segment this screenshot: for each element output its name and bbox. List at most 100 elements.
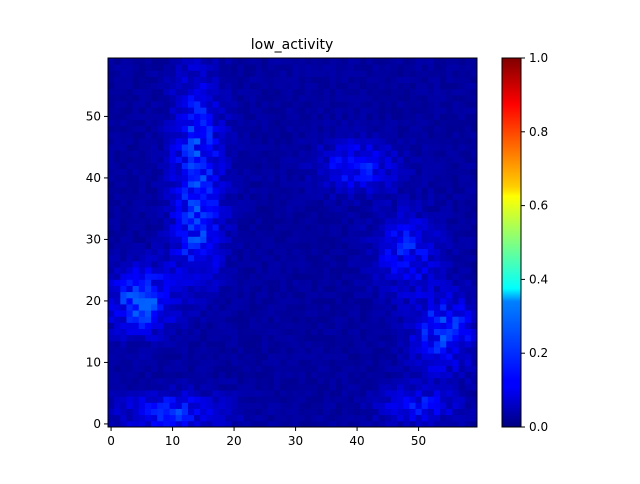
heatmap-cell xyxy=(114,371,121,379)
heatmap-cell xyxy=(427,156,435,163)
colorbar-tick-label: 0.4 xyxy=(529,272,548,286)
heatmap-cell xyxy=(409,316,416,323)
heatmap-cell xyxy=(243,205,250,213)
heatmap-cell xyxy=(181,304,189,311)
heatmap-cell xyxy=(427,310,435,317)
heatmap-cell xyxy=(243,230,250,237)
heatmap-cell xyxy=(440,310,447,317)
heatmap-cell xyxy=(175,359,183,366)
heatmap-cell xyxy=(181,94,189,102)
heatmap-cell xyxy=(163,359,170,366)
heatmap-cell xyxy=(440,260,447,268)
heatmap-cell xyxy=(446,199,453,206)
heatmap-cell xyxy=(151,181,158,188)
heatmap-cell xyxy=(452,383,459,391)
heatmap-cell xyxy=(212,199,220,206)
heatmap-cell xyxy=(212,137,220,145)
heatmap-cell xyxy=(470,236,478,243)
heatmap-cell xyxy=(354,248,361,256)
heatmap-cell xyxy=(360,168,367,176)
heatmap-cell xyxy=(390,260,398,268)
heatmap-cell xyxy=(452,304,459,311)
heatmap-cell xyxy=(200,187,207,194)
heatmap-cell xyxy=(114,64,121,71)
heatmap-cell xyxy=(354,199,361,206)
heatmap-cell xyxy=(341,328,349,336)
heatmap-cell xyxy=(261,236,269,243)
heatmap-cell xyxy=(212,365,220,373)
heatmap-cell xyxy=(433,291,441,299)
heatmap-cell xyxy=(446,88,453,96)
heatmap-cell xyxy=(464,156,472,163)
heatmap-cell xyxy=(261,174,269,182)
heatmap-cell xyxy=(132,316,140,323)
heatmap-cell xyxy=(372,230,379,237)
heatmap-cell xyxy=(360,119,367,127)
heatmap-cell xyxy=(144,70,152,77)
heatmap-cell xyxy=(163,70,170,77)
heatmap-cell xyxy=(218,267,226,274)
heatmap-cell xyxy=(280,377,287,385)
heatmap-cell xyxy=(286,353,293,360)
heatmap-cell xyxy=(267,291,275,299)
heatmap-cell xyxy=(372,168,379,176)
heatmap-cell xyxy=(212,150,220,157)
heatmap-cell xyxy=(108,162,115,170)
heatmap-cell xyxy=(390,205,398,213)
heatmap-cell xyxy=(384,340,392,348)
heatmap-cell xyxy=(421,125,429,133)
heatmap-cell xyxy=(224,150,232,157)
heatmap-cell xyxy=(415,316,423,323)
heatmap-cell xyxy=(403,205,410,213)
heatmap-cell xyxy=(144,82,152,90)
heatmap-cell xyxy=(114,224,121,231)
heatmap-cell xyxy=(304,371,312,379)
heatmap-cell xyxy=(187,279,195,286)
heatmap-cell xyxy=(446,113,453,120)
heatmap-cell xyxy=(224,168,232,176)
heatmap-cell xyxy=(421,58,429,65)
heatmap-cell xyxy=(169,291,177,299)
heatmap-cell xyxy=(421,211,429,219)
heatmap-cell xyxy=(384,119,392,127)
heatmap-cell xyxy=(212,383,220,391)
heatmap-cell xyxy=(384,174,392,182)
heatmap-cell xyxy=(470,420,478,428)
heatmap-cell xyxy=(261,70,269,77)
heatmap-cell xyxy=(108,383,115,391)
heatmap-cell xyxy=(341,193,349,200)
heatmap-cell xyxy=(366,291,373,299)
heatmap-cell xyxy=(440,304,447,311)
heatmap-cell xyxy=(427,64,435,71)
heatmap-cell xyxy=(378,113,386,120)
heatmap-cell xyxy=(446,181,453,188)
heatmap-cell xyxy=(144,156,152,163)
heatmap-cell xyxy=(243,273,250,280)
heatmap-cell xyxy=(108,119,115,127)
heatmap-cell xyxy=(366,144,373,151)
heatmap-cell xyxy=(267,297,275,305)
heatmap-cell xyxy=(421,205,429,213)
heatmap-cell xyxy=(120,365,127,373)
heatmap-cell xyxy=(132,365,140,373)
heatmap-cell xyxy=(446,82,453,90)
heatmap-cell xyxy=(114,137,121,145)
heatmap-cell xyxy=(384,211,392,219)
heatmap-cell xyxy=(458,353,466,360)
heatmap-cell xyxy=(421,76,429,83)
heatmap-cell xyxy=(415,137,423,145)
heatmap-cell xyxy=(427,137,435,145)
heatmap-cell xyxy=(261,181,269,188)
heatmap-cell xyxy=(440,230,447,237)
heatmap-cell xyxy=(237,94,244,102)
heatmap-cell xyxy=(175,408,183,416)
heatmap-cell xyxy=(421,156,429,163)
heatmap-cell xyxy=(237,199,244,206)
heatmap-cell xyxy=(323,359,330,366)
heatmap-cell xyxy=(126,347,133,354)
heatmap-cell xyxy=(274,88,281,96)
heatmap-cell xyxy=(249,408,256,416)
heatmap-cell xyxy=(175,267,183,274)
heatmap-cell xyxy=(415,248,423,256)
heatmap-cell xyxy=(126,64,133,71)
